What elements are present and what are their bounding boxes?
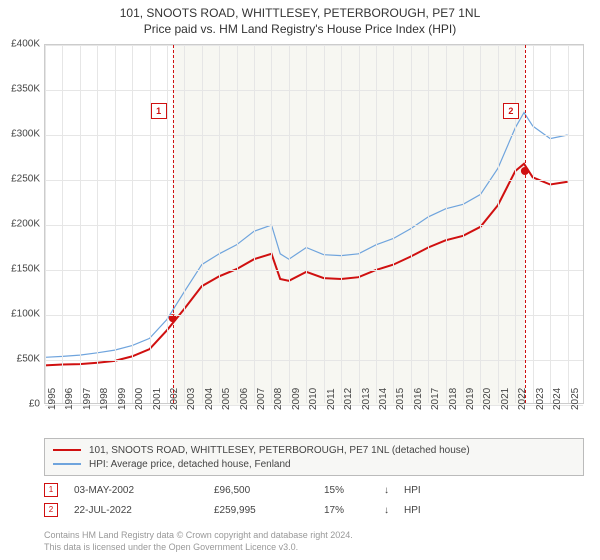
y-axis-label: £200K (11, 219, 40, 230)
event-line-1 (173, 45, 174, 403)
chart-area: 12 £0£50K£100K£150K£200K£250K£300K£350K£… (44, 44, 584, 404)
x-axis-label: 2003 (186, 388, 197, 410)
event-price: £96,500 (214, 485, 324, 496)
x-axis-label: 2009 (291, 388, 302, 410)
legend-row: HPI: Average price, detached house, Fenl… (53, 457, 575, 471)
x-axis-label: 1996 (64, 388, 75, 410)
event-direction-icon: ↓ (384, 485, 404, 496)
x-axis-label: 2023 (535, 388, 546, 410)
x-axis-label: 2008 (273, 388, 284, 410)
legend: 101, SNOOTS ROAD, WHITTLESEY, PETERBOROU… (44, 438, 584, 476)
y-axis-label: £300K (11, 129, 40, 140)
x-axis-label: 2024 (552, 388, 563, 410)
x-axis-label: 1998 (99, 388, 110, 410)
legend-label: 101, SNOOTS ROAD, WHITTLESEY, PETERBOROU… (89, 445, 470, 456)
event-price: £259,995 (214, 505, 324, 516)
event-vs: HPI (404, 485, 421, 496)
x-axis-label: 2006 (239, 388, 250, 410)
legend-swatch (53, 463, 81, 465)
event-row-2: 2 22-JUL-2022£259,99517%↓HPI (44, 500, 584, 520)
chart-title-sub: Price paid vs. HM Land Registry's House … (0, 22, 600, 36)
legend-row: 101, SNOOTS ROAD, WHITTLESEY, PETERBOROU… (53, 443, 575, 457)
x-axis-label: 2015 (395, 388, 406, 410)
x-axis-label: 2012 (343, 388, 354, 410)
x-axis-label: 2016 (413, 388, 424, 410)
plot: 12 (44, 44, 584, 404)
y-axis-label: £250K (11, 174, 40, 185)
x-axis-label: 2025 (570, 388, 581, 410)
x-axis-label: 2007 (256, 388, 267, 410)
y-axis-label: £350K (11, 84, 40, 95)
event-label-2: 2 (503, 103, 519, 119)
x-axis-label: 2001 (152, 388, 163, 410)
event-id-box: 1 (44, 483, 58, 497)
x-axis-label: 1999 (117, 388, 128, 410)
x-axis-label: 2013 (361, 388, 372, 410)
event-row-1: 1 03-MAY-2002£96,50015%↓HPI (44, 480, 584, 500)
x-axis-label: 2005 (221, 388, 232, 410)
x-axis-label: 2021 (500, 388, 511, 410)
y-axis-label: £0 (29, 399, 40, 410)
event-pct: 15% (324, 485, 384, 496)
x-axis-label: 2019 (465, 388, 476, 410)
x-axis-label: 2020 (482, 388, 493, 410)
chart-title-main: 101, SNOOTS ROAD, WHITTLESEY, PETERBOROU… (0, 6, 600, 20)
x-axis-label: 1997 (82, 388, 93, 410)
events-table: 1 03-MAY-2002£96,50015%↓HPI 2 22-JUL-2022£2… (44, 480, 584, 520)
event-label-1: 1 (151, 103, 167, 119)
event-direction-icon: ↓ (384, 505, 404, 516)
x-axis-label: 2002 (169, 388, 180, 410)
y-axis-label: £150K (11, 264, 40, 275)
x-axis-label: 2011 (326, 388, 337, 410)
x-axis-label: 2018 (448, 388, 459, 410)
y-axis-label: £100K (11, 309, 40, 320)
x-axis-label: 2022 (517, 388, 528, 410)
y-axis-label: £400K (11, 39, 40, 50)
footer-line-2: This data is licensed under the Open Gov… (44, 542, 584, 554)
legend-swatch (53, 449, 81, 451)
x-axis-label: 2004 (204, 388, 215, 410)
event-id-box: 2 (44, 503, 58, 517)
event-pct: 17% (324, 505, 384, 516)
event-date: 22-JUL-2022 (74, 505, 214, 516)
x-axis-label: 2014 (378, 388, 389, 410)
x-axis-label: 2017 (430, 388, 441, 410)
x-axis-label: 2010 (308, 388, 319, 410)
x-axis-label: 1995 (47, 388, 58, 410)
y-axis-label: £50K (17, 354, 40, 365)
event-line-2 (525, 45, 526, 403)
footer-line-1: Contains HM Land Registry data © Crown c… (44, 530, 584, 542)
event-date: 03-MAY-2002 (74, 485, 214, 496)
event-vs: HPI (404, 505, 421, 516)
x-axis-label: 2000 (134, 388, 145, 410)
legend-label: HPI: Average price, detached house, Fenl… (89, 459, 291, 470)
footer: Contains HM Land Registry data © Crown c… (44, 530, 584, 553)
